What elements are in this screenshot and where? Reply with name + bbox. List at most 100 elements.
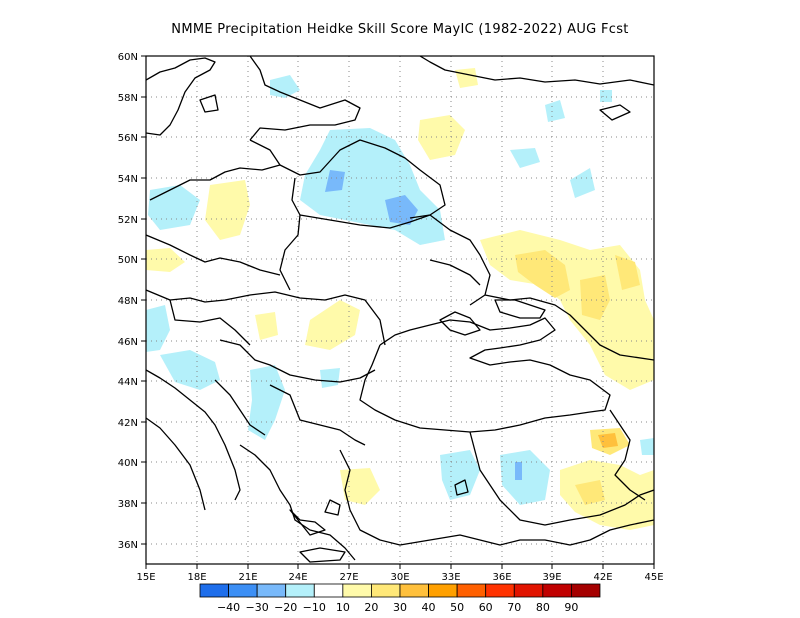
colorbar-label: 50 (450, 601, 464, 614)
colorbar-swatch (456, 583, 487, 598)
colorbar-label: 40 (422, 601, 436, 614)
lat-tick-label: 36N (118, 540, 138, 551)
skill-region (640, 438, 654, 455)
colorbar-label: 20 (364, 601, 378, 614)
lat-tick-label: 38N (118, 499, 138, 510)
skill-region (615, 255, 640, 290)
lon-tick-label: 36E (492, 572, 511, 583)
colorbar-swatch (542, 583, 572, 598)
lat-tick-label: 58N (118, 93, 138, 104)
lon-tick-labels: 15E 18E 21E 24E 27E 30E 33E 36E 39E 42E … (136, 572, 663, 583)
lat-tick-label: 50N (118, 255, 138, 266)
coastline (239, 444, 356, 561)
border (214, 379, 266, 436)
skill-region (515, 462, 522, 480)
coastline (419, 56, 654, 86)
lon-tick-label: 24E (288, 572, 307, 583)
colorbar-swatch (199, 583, 229, 598)
border (279, 139, 446, 219)
border (299, 214, 491, 306)
lat-tick-label: 46N (118, 337, 138, 348)
border (146, 234, 281, 276)
coastline (439, 311, 481, 336)
skill-region (545, 100, 565, 122)
border (269, 384, 366, 446)
coastline (599, 104, 631, 121)
colorbar-label: 90 (564, 601, 578, 614)
skill-region (160, 350, 220, 390)
skill-region (510, 148, 540, 168)
skill-region (455, 68, 478, 88)
map-title: NMME Precipitation Heidke Skill Score Ma… (171, 22, 629, 37)
skill-region (248, 365, 285, 440)
skill-region (385, 195, 418, 225)
coastlines-borders (146, 56, 654, 563)
colorbar-label: 80 (536, 601, 550, 614)
lon-tick-label: 39E (542, 572, 561, 583)
lat-tick-label: 44N (118, 377, 138, 388)
lon-tick-label: 42E (593, 572, 612, 583)
colorbar-label: −20 (274, 601, 297, 614)
coastline (199, 94, 219, 113)
colorbar-swatch (256, 583, 287, 598)
border (219, 339, 376, 383)
colorbar-swatch (371, 583, 401, 598)
colorbar-label: −10 (303, 601, 326, 614)
border (609, 409, 646, 501)
coastline (249, 56, 361, 141)
border (169, 299, 251, 346)
colorbar-label: 10 (336, 601, 350, 614)
skill-region (320, 368, 340, 388)
coastline (146, 369, 241, 501)
skill-shading-layer (146, 68, 654, 530)
colorbar-swatch (571, 583, 601, 598)
colorbar-swatch (399, 583, 429, 598)
border (484, 294, 654, 361)
lon-tick-label: 45E (644, 572, 663, 583)
border (429, 259, 481, 286)
lon-tick-label: 27E (339, 572, 358, 583)
colorbar-swatch (313, 583, 344, 598)
skill-region (440, 450, 480, 500)
skill-region (560, 460, 654, 530)
colorbar-label: 70 (507, 601, 521, 614)
coastline (339, 449, 654, 546)
lat-tick-label: 42N (118, 418, 138, 429)
lon-tick-label: 15E (136, 572, 155, 583)
coastline (299, 547, 346, 563)
skill-region (305, 300, 360, 350)
tick-marks (141, 55, 655, 569)
skill-region (480, 230, 654, 390)
skill-region (148, 185, 200, 230)
skill-region (255, 312, 278, 340)
colorbar: −40 −30 −20 −10 10 20 30 40 50 60 70 80 90 (199, 583, 601, 614)
colorbar-label: −30 (246, 601, 269, 614)
skill-region (146, 248, 185, 272)
skill-region (600, 90, 612, 102)
skill-region (515, 250, 570, 298)
colorbar-swatch (342, 583, 372, 598)
lon-tick-label: 21E (238, 572, 257, 583)
coastline (359, 317, 611, 433)
colorbar-label: 30 (393, 601, 407, 614)
lat-tick-label: 56N (118, 133, 138, 144)
skill-region (575, 480, 605, 505)
border (469, 431, 654, 526)
lat-tick-label: 54N (118, 174, 138, 185)
skill-region (146, 305, 170, 352)
skill-region (340, 468, 380, 505)
lat-tick-label: 48N (118, 296, 138, 307)
lon-tick-label: 33E (441, 572, 460, 583)
lat-tick-labels: 36N 38N 40N 42N 44N 46N 48N 50N 52N 54N … (118, 52, 138, 551)
coastline (289, 509, 326, 536)
colorbar-label: −40 (217, 601, 240, 614)
coastline (146, 417, 206, 511)
lat-tick-label: 52N (118, 215, 138, 226)
lat-tick-label: 60N (118, 52, 138, 63)
colorbar-swatch (513, 583, 544, 598)
coastline (324, 499, 341, 516)
colorbar-swatch (485, 583, 515, 598)
skill-region (500, 450, 550, 505)
skill-region (205, 180, 250, 240)
